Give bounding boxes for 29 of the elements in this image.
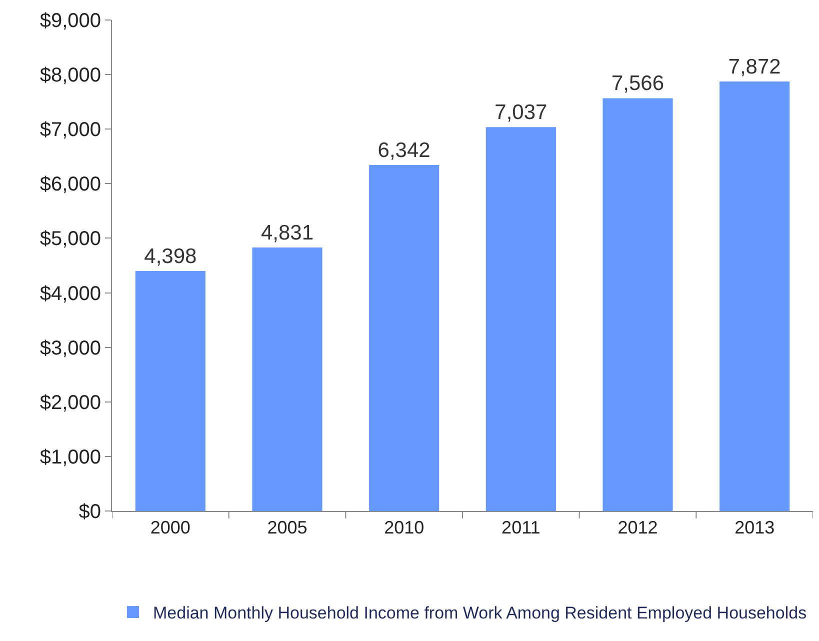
y-tick-label: $4,000 [40, 282, 101, 305]
data-label: 6,342 [378, 139, 430, 162]
y-tick-label: $5,000 [40, 228, 101, 250]
y-tick-label: $6,000 [40, 174, 101, 196]
bar [602, 98, 673, 511]
x-tick-label: 2012 [618, 518, 658, 538]
y-tick-label: $9,000 [40, 10, 101, 32]
data-label: 7,872 [728, 56, 781, 79]
y-tick-label: $0 [78, 501, 101, 523]
data-label: 4,398 [144, 245, 197, 268]
legend-label: Median Monthly Household Income from Work Among Resident Employed Households [153, 604, 807, 623]
data-label: 7,566 [611, 72, 664, 96]
x-tick-label: 2005 [267, 518, 308, 538]
y-tick-label: $7,000 [40, 119, 101, 142]
bar [369, 165, 440, 511]
bar [135, 271, 206, 511]
y-tick-label: $3,000 [40, 337, 101, 360]
data-label: 7,037 [494, 101, 548, 124]
y-tick-label: $1,000 [40, 446, 101, 468]
x-tick-label: 2013 [734, 518, 775, 538]
bar [252, 247, 322, 511]
y-tick-label: $8,000 [40, 64, 101, 87]
bar [720, 82, 790, 511]
x-tick-label: 2000 [150, 518, 190, 538]
data-label: 4,831 [260, 221, 314, 244]
y-tick-label: $2,000 [40, 392, 101, 414]
x-tick-label: 2010 [384, 518, 424, 538]
bar [486, 127, 556, 511]
x-tick-label: 2011 [502, 518, 540, 538]
